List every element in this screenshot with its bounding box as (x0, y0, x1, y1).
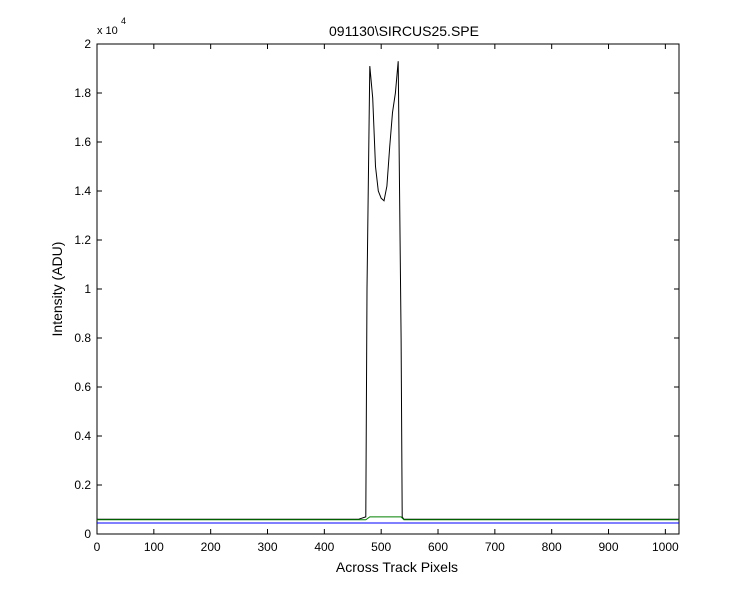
y-tick-label: 1.2 (74, 233, 91, 247)
plot-area (96, 43, 680, 535)
x-tick-label: 500 (371, 540, 391, 554)
series-line-2 (97, 516, 679, 521)
x-tick-label: 700 (485, 540, 505, 554)
y-exponent-power: 4 (121, 16, 126, 26)
y-tick-label: 0 (84, 527, 91, 541)
x-tick-label: 600 (428, 540, 448, 554)
y-tick-label: 0.6 (74, 380, 91, 394)
y-tick-label: 0.4 (74, 429, 91, 443)
chart-title: 091130\SIRCUS25.SPE (329, 23, 479, 39)
y-tick-label: 2 (84, 37, 91, 51)
y-axis-label: Intensity (ADU) (49, 242, 65, 337)
x-tick-label: 200 (201, 540, 221, 554)
x-tick-label: 100 (144, 540, 164, 554)
tick-layer: 0 100 200 300 400 500 600 700 800 900 1000 0 0.2 0.4 0… (74, 37, 679, 554)
x-tick-label: 400 (314, 540, 334, 554)
y-tick-label: 1.4 (74, 184, 91, 198)
y-tick-label: 1.8 (74, 86, 91, 100)
y-tick-label: 0.8 (74, 331, 91, 345)
y-tick-label: 0.2 (74, 478, 91, 492)
y-tick-label: 1 (84, 282, 91, 296)
x-tick-label: 0 (94, 540, 101, 554)
y-tick-label: 1.6 (74, 135, 91, 149)
x-tick-label: 800 (542, 540, 562, 554)
x-axis-label: Across Track Pixels (336, 559, 458, 575)
x-tick-label: 900 (599, 540, 619, 554)
y-exponent-label: x 10 (97, 25, 118, 37)
series-layer (97, 61, 679, 524)
x-tick-label: 1000 (652, 540, 679, 554)
x-tick-label: 300 (257, 540, 277, 554)
